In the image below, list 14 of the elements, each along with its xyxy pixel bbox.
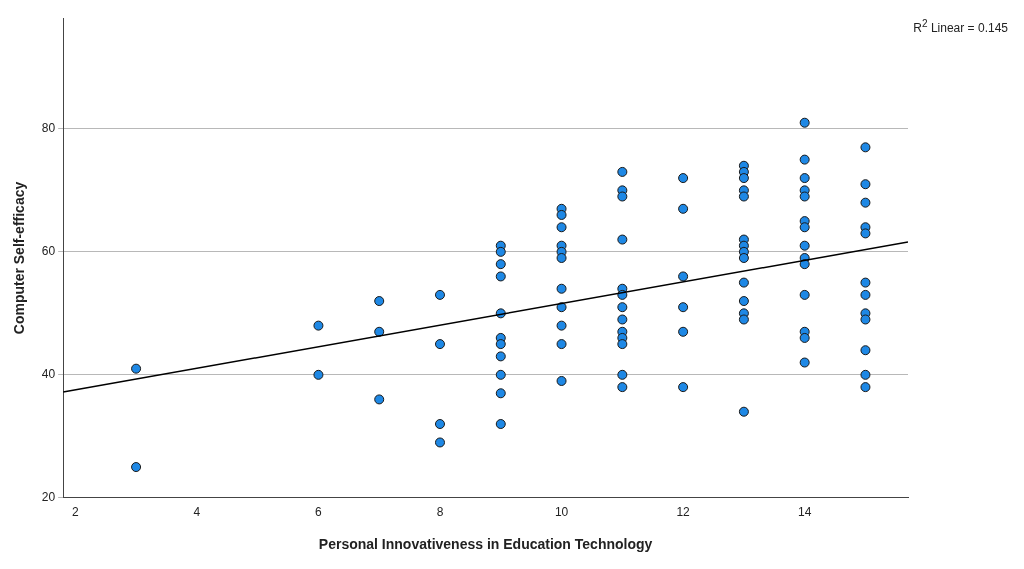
x-axis-title: Personal Innovativeness in Education Technology: [318, 536, 653, 553]
y-tick-label: 20: [41, 490, 56, 505]
y-axis-title: Computer Self-efficacy: [11, 181, 28, 335]
y-tick-label: 60: [41, 244, 56, 259]
x-tick-label: 14: [797, 505, 812, 520]
y-tick-label: 80: [41, 121, 56, 136]
x-tick-label: 4: [193, 505, 201, 520]
x-tick-label: 6: [315, 505, 323, 520]
x-tick-label: 12: [676, 505, 691, 520]
text: R$^{2}$ Linear = 0.145: [913, 18, 1008, 35]
y-tick-label: 40: [41, 367, 56, 382]
x-tick-label: 2: [71, 505, 79, 520]
x-tick-label: 10: [554, 505, 569, 520]
x-tick-label: 8: [436, 505, 444, 520]
